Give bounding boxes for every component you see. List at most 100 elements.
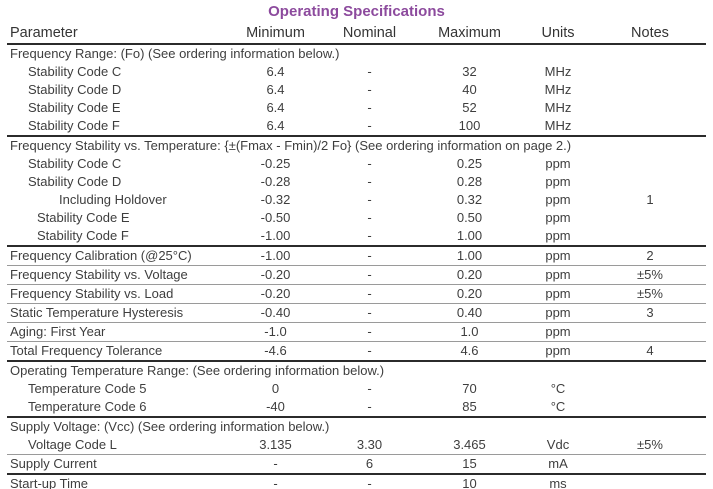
table-row: Stability Code E -0.50-0.50 ppm	[7, 209, 706, 227]
nominal-cell: -	[367, 343, 372, 358]
table-row: Frequency Stability vs. Load -0.20-0.20 pp…	[7, 285, 706, 304]
units-cell: MHz	[544, 118, 572, 133]
nominal-cell: -	[367, 82, 372, 97]
nominal-cell: -	[367, 118, 372, 133]
nominal-cell: -	[367, 174, 372, 189]
parameter-cell: Stability Code F	[28, 118, 120, 133]
nominal-cell: -	[367, 399, 372, 414]
minimum-cell: -4.6	[264, 343, 287, 358]
maximum-cell: 4.6	[460, 343, 479, 358]
table-row: Supply Current - 6 15 mA	[7, 455, 706, 475]
maximum-cell: 0.20	[456, 286, 483, 301]
spec-table-body: Frequency Range: (Fo) (See ordering info…	[7, 44, 706, 489]
nominal-cell: -	[367, 248, 372, 263]
table-row: Stability Code D 6.4 - 40 MHz	[7, 81, 706, 99]
notes-cell	[594, 455, 706, 475]
nominal-cell: -	[367, 381, 372, 396]
operating-specifications-table: Parameter Minimum Nominal Maximum Units …	[7, 23, 706, 489]
parameter-cell: Stability Code D	[28, 82, 122, 97]
table-row: Frequency Calibration (@25°C) -1.00-1.00 p…	[7, 246, 706, 266]
nominal-cell: -	[367, 64, 372, 79]
parameter-cell: Voltage Code L	[28, 437, 117, 452]
column-header-maximum: Maximum	[438, 25, 501, 41]
header-row: Parameter Minimum Nominal Maximum Units …	[7, 23, 706, 44]
minimum-cell: -1.0	[264, 324, 287, 339]
maximum-cell: 52	[462, 100, 477, 115]
notes-cell	[594, 63, 706, 81]
table-row: Static Temperature Hysteresis -0.40-0.40 p…	[7, 304, 706, 323]
parameter-cell: Total Frequency Tolerance	[10, 343, 163, 358]
parameter-cell: Temperature Code 5	[28, 381, 147, 396]
section-label: Supply Voltage: (Vcc) (See ordering info…	[10, 419, 330, 434]
units-cell: ppm	[545, 248, 571, 263]
section-label: Operating Temperature Range: (See orderi…	[10, 363, 385, 378]
units-cell: ppm	[545, 210, 571, 225]
minimum-cell: 0	[271, 381, 280, 396]
table-row: Including Holdover -0.32-0.32 ppm 1	[7, 191, 706, 209]
parameter-cell: Stability Code F	[37, 228, 129, 243]
table-row: Aging: First Year -1.0-1.0 ppm	[7, 323, 706, 342]
units-cell: MHz	[544, 100, 572, 115]
nominal-cell: -	[367, 324, 372, 339]
minimum-cell: 6.4	[266, 118, 285, 133]
minimum-cell: -	[273, 456, 278, 471]
table-row: Stability Code C 6.4 - 32 MHz	[7, 63, 706, 81]
section-row: Supply Voltage: (Vcc) (See ordering info…	[7, 417, 706, 436]
notes-cell	[594, 209, 706, 227]
units-cell: mA	[548, 456, 568, 471]
units-cell: °C	[550, 381, 566, 396]
nominal-cell: -	[367, 210, 372, 225]
maximum-cell: 1.0	[460, 324, 479, 339]
units-cell: ppm	[545, 156, 571, 171]
nominal-cell: -	[367, 100, 372, 115]
minimum-cell: -0.32	[260, 192, 291, 207]
units-cell: MHz	[544, 64, 572, 79]
table-row: Voltage Code L 3.135 3.30 3.465 Vdc ±5%	[7, 436, 706, 455]
parameter-cell: Frequency Stability vs. Voltage	[10, 267, 188, 282]
parameter-cell: Temperature Code 6	[28, 399, 147, 414]
minimum-cell: 6.4	[266, 100, 285, 115]
nominal-cell: 3.30	[356, 437, 383, 452]
page-title: Operating Specifications	[268, 3, 445, 20]
units-cell: Vdc	[546, 437, 570, 452]
maximum-cell: 40	[462, 82, 477, 97]
table-row: Stability Code E 6.4 - 52 MHz	[7, 99, 706, 117]
notes-cell	[594, 323, 706, 342]
minimum-cell: -0.50	[260, 210, 291, 225]
minimum-cell: -0.20	[260, 267, 291, 282]
maximum-cell: 1.00	[456, 228, 483, 243]
minimum-cell: -0.25	[260, 156, 291, 171]
units-cell: ppm	[545, 228, 571, 243]
section-row: Operating Temperature Range: (See orderi…	[7, 361, 706, 380]
nominal-cell: -	[367, 267, 372, 282]
maximum-cell: 3.465	[453, 437, 486, 452]
minimum-cell: 6.4	[266, 82, 285, 97]
units-cell: ppm	[545, 305, 571, 320]
maximum-cell: 0.20	[456, 267, 483, 282]
table-header: Parameter Minimum Nominal Maximum Units …	[7, 23, 706, 44]
units-cell: ppm	[545, 343, 571, 358]
parameter-cell: Static Temperature Hysteresis	[10, 305, 184, 320]
notes-cell	[594, 173, 706, 191]
minimum-cell: 6.4	[266, 64, 285, 79]
nominal-cell: -	[367, 228, 372, 243]
table-row: Stability Code F 6.4 - 100 MHz	[7, 117, 706, 136]
notes-cell	[594, 380, 706, 398]
parameter-cell: Frequency Calibration (@25°C)	[10, 248, 192, 263]
notes-cell: 1	[646, 192, 654, 207]
maximum-cell: 10	[462, 476, 477, 489]
parameter-cell: Frequency Stability vs. Load	[10, 286, 174, 301]
table-row: Total Frequency Tolerance -4.6-4.6 ppm 4	[7, 342, 706, 361]
units-cell: MHz	[544, 82, 572, 97]
column-header-units: Units	[541, 25, 575, 41]
maximum-cell: 32	[462, 64, 477, 79]
notes-cell	[594, 117, 706, 136]
section-row: Frequency Stability vs. Temperature: {±(…	[7, 136, 706, 155]
notes-cell: 3	[646, 305, 654, 320]
maximum-cell: 70	[462, 381, 477, 396]
parameter-cell: Stability Code C	[28, 156, 122, 171]
table-row: Start-up Time - - 10 ms	[7, 474, 706, 489]
column-header-notes: Notes	[631, 25, 669, 41]
units-cell: ppm	[545, 267, 571, 282]
